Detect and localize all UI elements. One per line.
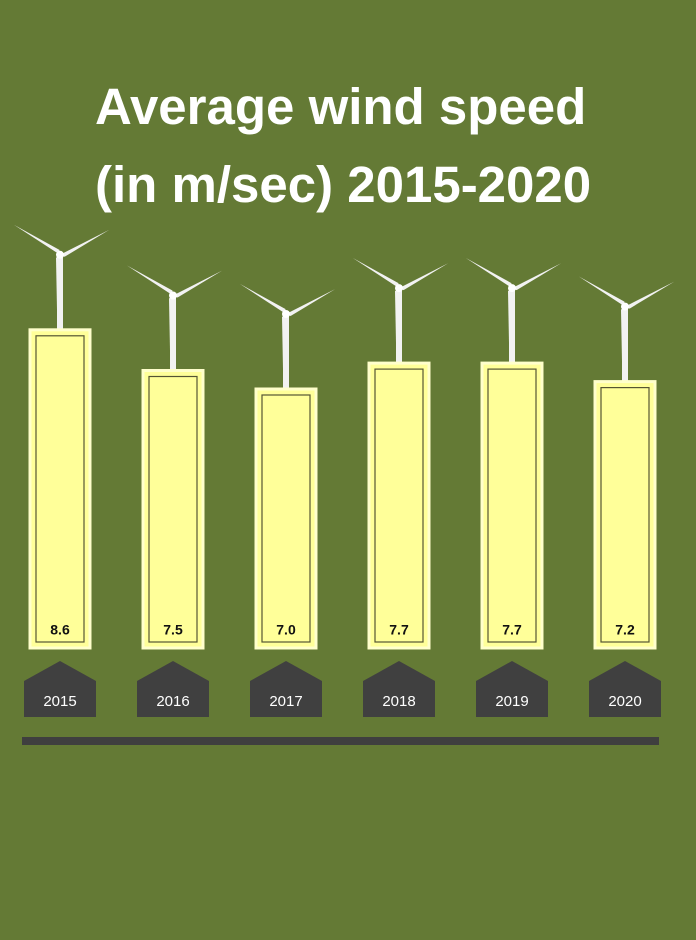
x-tick-label: 2020: [608, 693, 641, 710]
x-tick-label: 2019: [495, 693, 528, 710]
bar-inner-border: [148, 375, 198, 643]
turbine-hub: [169, 291, 177, 300]
year-tag: [137, 661, 209, 717]
year-tag: [250, 661, 322, 717]
turbine-blade: [173, 270, 223, 298]
bar: [254, 387, 318, 650]
value-label: 7.5: [163, 622, 183, 638]
turbine-blade: [13, 224, 60, 255]
turbine-hub: [395, 284, 403, 293]
turbine-hub: [282, 310, 290, 318]
bar: [28, 328, 92, 650]
value-label: 7.7: [502, 622, 522, 638]
year-tag: [24, 661, 96, 717]
value-label: 8.6: [50, 622, 70, 638]
turbine-blade: [286, 289, 336, 316]
turbine-blade: [56, 254, 60, 310]
turbine-tower: [622, 306, 628, 382]
turbine-hub: [56, 250, 64, 259]
x-tick-label: 2017: [269, 693, 302, 710]
bar: [367, 361, 431, 650]
turbine-hub: [621, 302, 629, 311]
year-tag: [589, 661, 661, 717]
value-label: 7.2: [615, 622, 635, 638]
value-label: 7.0: [276, 622, 296, 638]
bar-inner-border: [374, 368, 424, 643]
turbine-blade: [578, 276, 625, 307]
turbine: [352, 258, 449, 364]
turbine-blade: [60, 229, 110, 257]
turbine-blade: [465, 258, 512, 289]
turbine-hub: [508, 284, 516, 293]
turbine-blade: [169, 295, 173, 351]
turbine-blade: [395, 288, 399, 344]
turbine: [126, 265, 223, 371]
value-label: 7.7: [389, 622, 409, 638]
year-tag: [476, 661, 548, 717]
turbine: [239, 283, 336, 389]
turbine-blade: [512, 263, 562, 291]
x-tick-label: 2015: [43, 693, 76, 710]
turbine-blade: [508, 288, 512, 344]
bar: [593, 380, 657, 650]
bar-inner-border: [487, 368, 537, 643]
bar: [141, 369, 205, 650]
turbine: [465, 258, 562, 364]
turbine-blade: [399, 263, 449, 291]
turbine-blade: [621, 306, 625, 362]
turbine-blade: [126, 265, 173, 296]
turbine: [13, 224, 110, 330]
chart-title: Average wind speed (in m/sec) 2015-2020: [95, 78, 592, 213]
turbine-blade: [625, 281, 675, 309]
bar-inner-border: [261, 394, 311, 643]
baseline-bar: [22, 737, 659, 745]
turbine-tower: [170, 295, 176, 371]
turbine-tower: [283, 314, 289, 389]
turbine: [578, 276, 675, 382]
turbine-blade: [282, 314, 286, 369]
bar: [480, 361, 544, 650]
x-tick-label: 2016: [156, 693, 189, 710]
turbine-blade: [352, 258, 399, 289]
bar-inner-border: [600, 387, 650, 643]
year-tag: [363, 661, 435, 717]
bar-inner-border: [35, 335, 85, 643]
turbine-tower: [57, 254, 63, 330]
turbine-tower: [396, 288, 402, 364]
turbine-blade: [239, 283, 286, 314]
x-tick-label: 2018: [382, 693, 415, 710]
turbine-tower: [509, 288, 515, 364]
